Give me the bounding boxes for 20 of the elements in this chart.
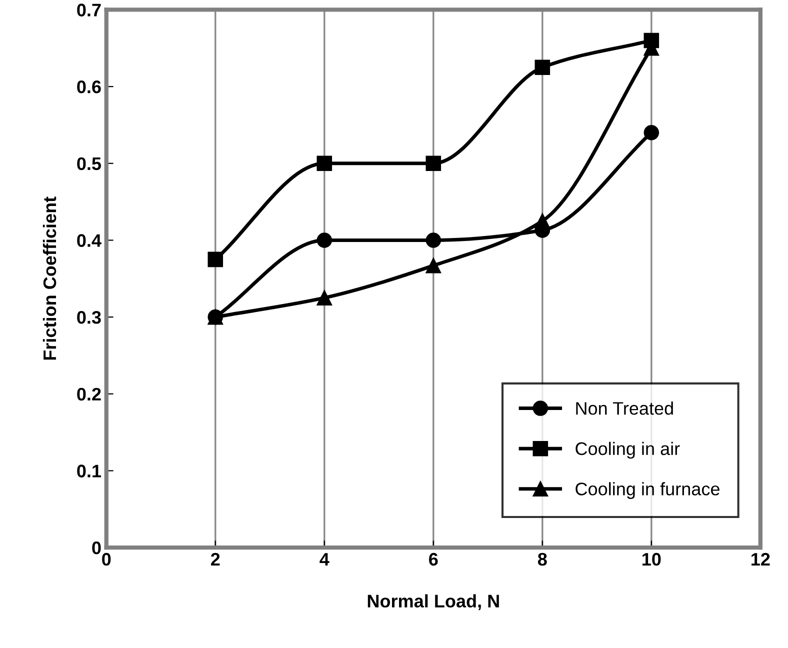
x-tick-label: 8 <box>538 552 547 566</box>
x-axis-title: Normal Load, N <box>368 594 499 610</box>
legend-label: Cooling in furnace <box>576 482 720 499</box>
x-tick-label: 2 <box>210 552 220 566</box>
y-tick-label: 0 <box>92 541 101 554</box>
y-tick-label: 0.5 <box>77 157 102 170</box>
x-tick-label: 12 <box>752 552 770 566</box>
y-tick-label: 0.3 <box>77 310 101 324</box>
x-tick-label: 6 <box>429 552 438 566</box>
legend-label: Non Treated <box>576 402 673 415</box>
y-tick-label: 0.7 <box>77 4 101 16</box>
x-tick-label: 4 <box>320 553 330 566</box>
x-tick-label: 10 <box>642 552 661 566</box>
x-tick-label: 0 <box>102 552 111 566</box>
y-tick-label: 0.6 <box>77 80 101 94</box>
legend-label: Cooling in air <box>576 442 680 459</box>
y-axis-title: Friction Coefficient <box>42 196 56 360</box>
y-tick-label: 0.1 <box>77 464 102 478</box>
y-tick-label: 0.2 <box>77 388 101 401</box>
y-tick-label: 0.4 <box>77 234 102 247</box>
